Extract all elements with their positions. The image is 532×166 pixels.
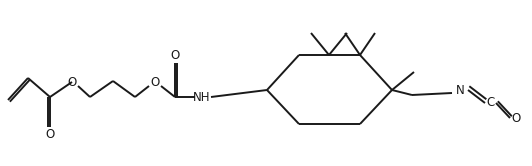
Text: N: N (455, 83, 464, 96)
Text: C: C (487, 96, 495, 110)
Text: NH: NH (193, 90, 211, 103)
Text: O: O (170, 48, 180, 61)
Text: O: O (151, 76, 160, 88)
Text: O: O (511, 112, 521, 124)
Text: O: O (68, 76, 77, 88)
Text: O: O (45, 128, 55, 141)
